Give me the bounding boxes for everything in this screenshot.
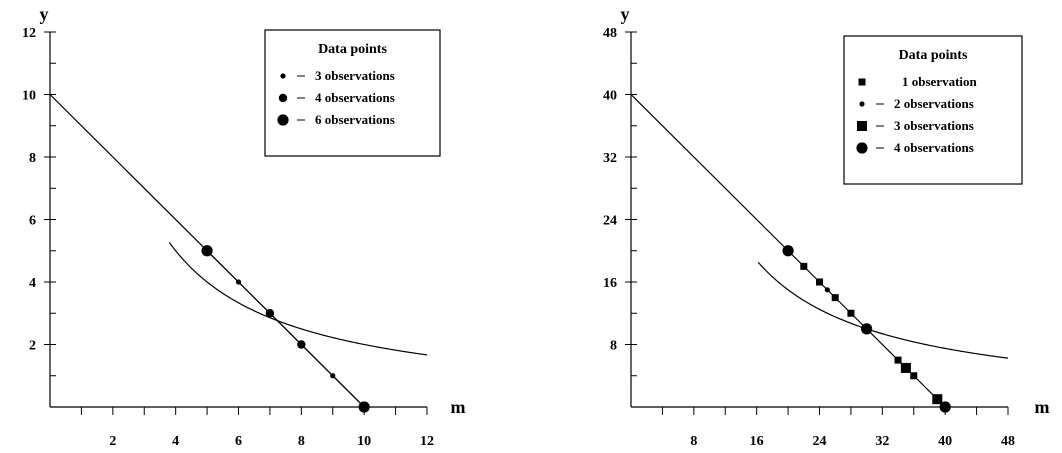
legend-marker (280, 73, 286, 79)
data-polyline (206, 250, 365, 408)
y-tick-label: 40 (603, 89, 617, 104)
legend-label: 4 observations (894, 140, 974, 155)
y-tick-label: 48 (603, 26, 617, 41)
x-tick-label: 2 (109, 434, 116, 449)
y-tick-label: 32 (603, 151, 617, 166)
straight-line (630, 94, 789, 252)
y-tick-label: 2 (29, 339, 36, 354)
left-chart: y m 2 4 6 8 10 12 2 4 6 8 10 12 Data points 3 observati… (22, 4, 466, 449)
y-axis-label: y (40, 4, 49, 24)
y-tick-label: 8 (610, 339, 617, 354)
x-tick-label: 24 (813, 434, 827, 449)
legend-marker (857, 121, 867, 131)
x-tick-label: 10 (357, 434, 371, 449)
x-tick-label: 4 (172, 434, 179, 449)
y-tick-label: 6 (29, 214, 36, 229)
y-tick-label: 12 (22, 26, 36, 41)
x-tick-label: 48 (1001, 434, 1015, 449)
data-point (861, 323, 873, 335)
x-tick-label: 32 (875, 434, 889, 449)
y-tick-label: 4 (29, 276, 36, 291)
data-point (824, 287, 830, 293)
x-tick-label: 8 (690, 434, 697, 449)
right-chart: y m 8 16 24 32 40 48 8 16 24 32 40 48 Data points 1 obs… (603, 4, 1050, 449)
hyperbola-curve (757, 261, 1009, 359)
legend-label: 6 observations (315, 112, 395, 127)
legend-label: 3 observations (894, 118, 974, 133)
legend-marker (859, 101, 865, 107)
legend-label: 1 observation (902, 74, 978, 89)
legend: Data points 3 observations 4 observations 6… (264, 29, 441, 157)
y-tick-label: 10 (22, 89, 36, 104)
legend-title: Data points (318, 42, 387, 57)
y-tick-label: 8 (29, 151, 36, 166)
data-point (894, 356, 902, 364)
hyperbola-curve (168, 242, 428, 356)
x-tick-label: 8 (298, 434, 305, 449)
legend: Data points 1 observation 2 observations 3 … (843, 35, 1023, 185)
legend-marker (277, 114, 289, 126)
legend-label: 4 observations (315, 90, 395, 105)
legend-marker (858, 78, 866, 86)
data-point (235, 279, 242, 285)
x-tick-label: 6 (235, 434, 242, 449)
legend-label: 3 observations (315, 68, 395, 83)
y-axis-label: y (621, 4, 630, 24)
data-point (831, 294, 839, 302)
legend-box (843, 35, 1023, 185)
y-tick-label: 16 (603, 276, 617, 291)
data-point (932, 394, 943, 405)
data-point (358, 401, 370, 413)
legend-label: 2 observations (894, 96, 974, 111)
data-point (800, 262, 808, 270)
data-point (297, 340, 306, 349)
data-point (816, 278, 823, 286)
data-point (782, 245, 794, 257)
legend-title: Data points (899, 48, 968, 63)
data-point (900, 362, 911, 373)
x-tick-label: 12 (420, 434, 434, 449)
legend-box (264, 29, 441, 157)
data-point (265, 309, 275, 318)
legend-marker (278, 93, 288, 103)
data-point (201, 245, 213, 257)
legend-marker (856, 142, 868, 154)
y-tick-label: 24 (603, 214, 617, 229)
data-point (330, 373, 336, 379)
data-point (939, 401, 951, 413)
data-point (910, 372, 918, 380)
x-tick-label: 16 (750, 434, 764, 449)
data-point (847, 309, 855, 317)
x-axis-label: m (451, 397, 466, 417)
x-axis-label: m (1035, 397, 1050, 417)
x-tick-label: 40 (938, 434, 952, 449)
